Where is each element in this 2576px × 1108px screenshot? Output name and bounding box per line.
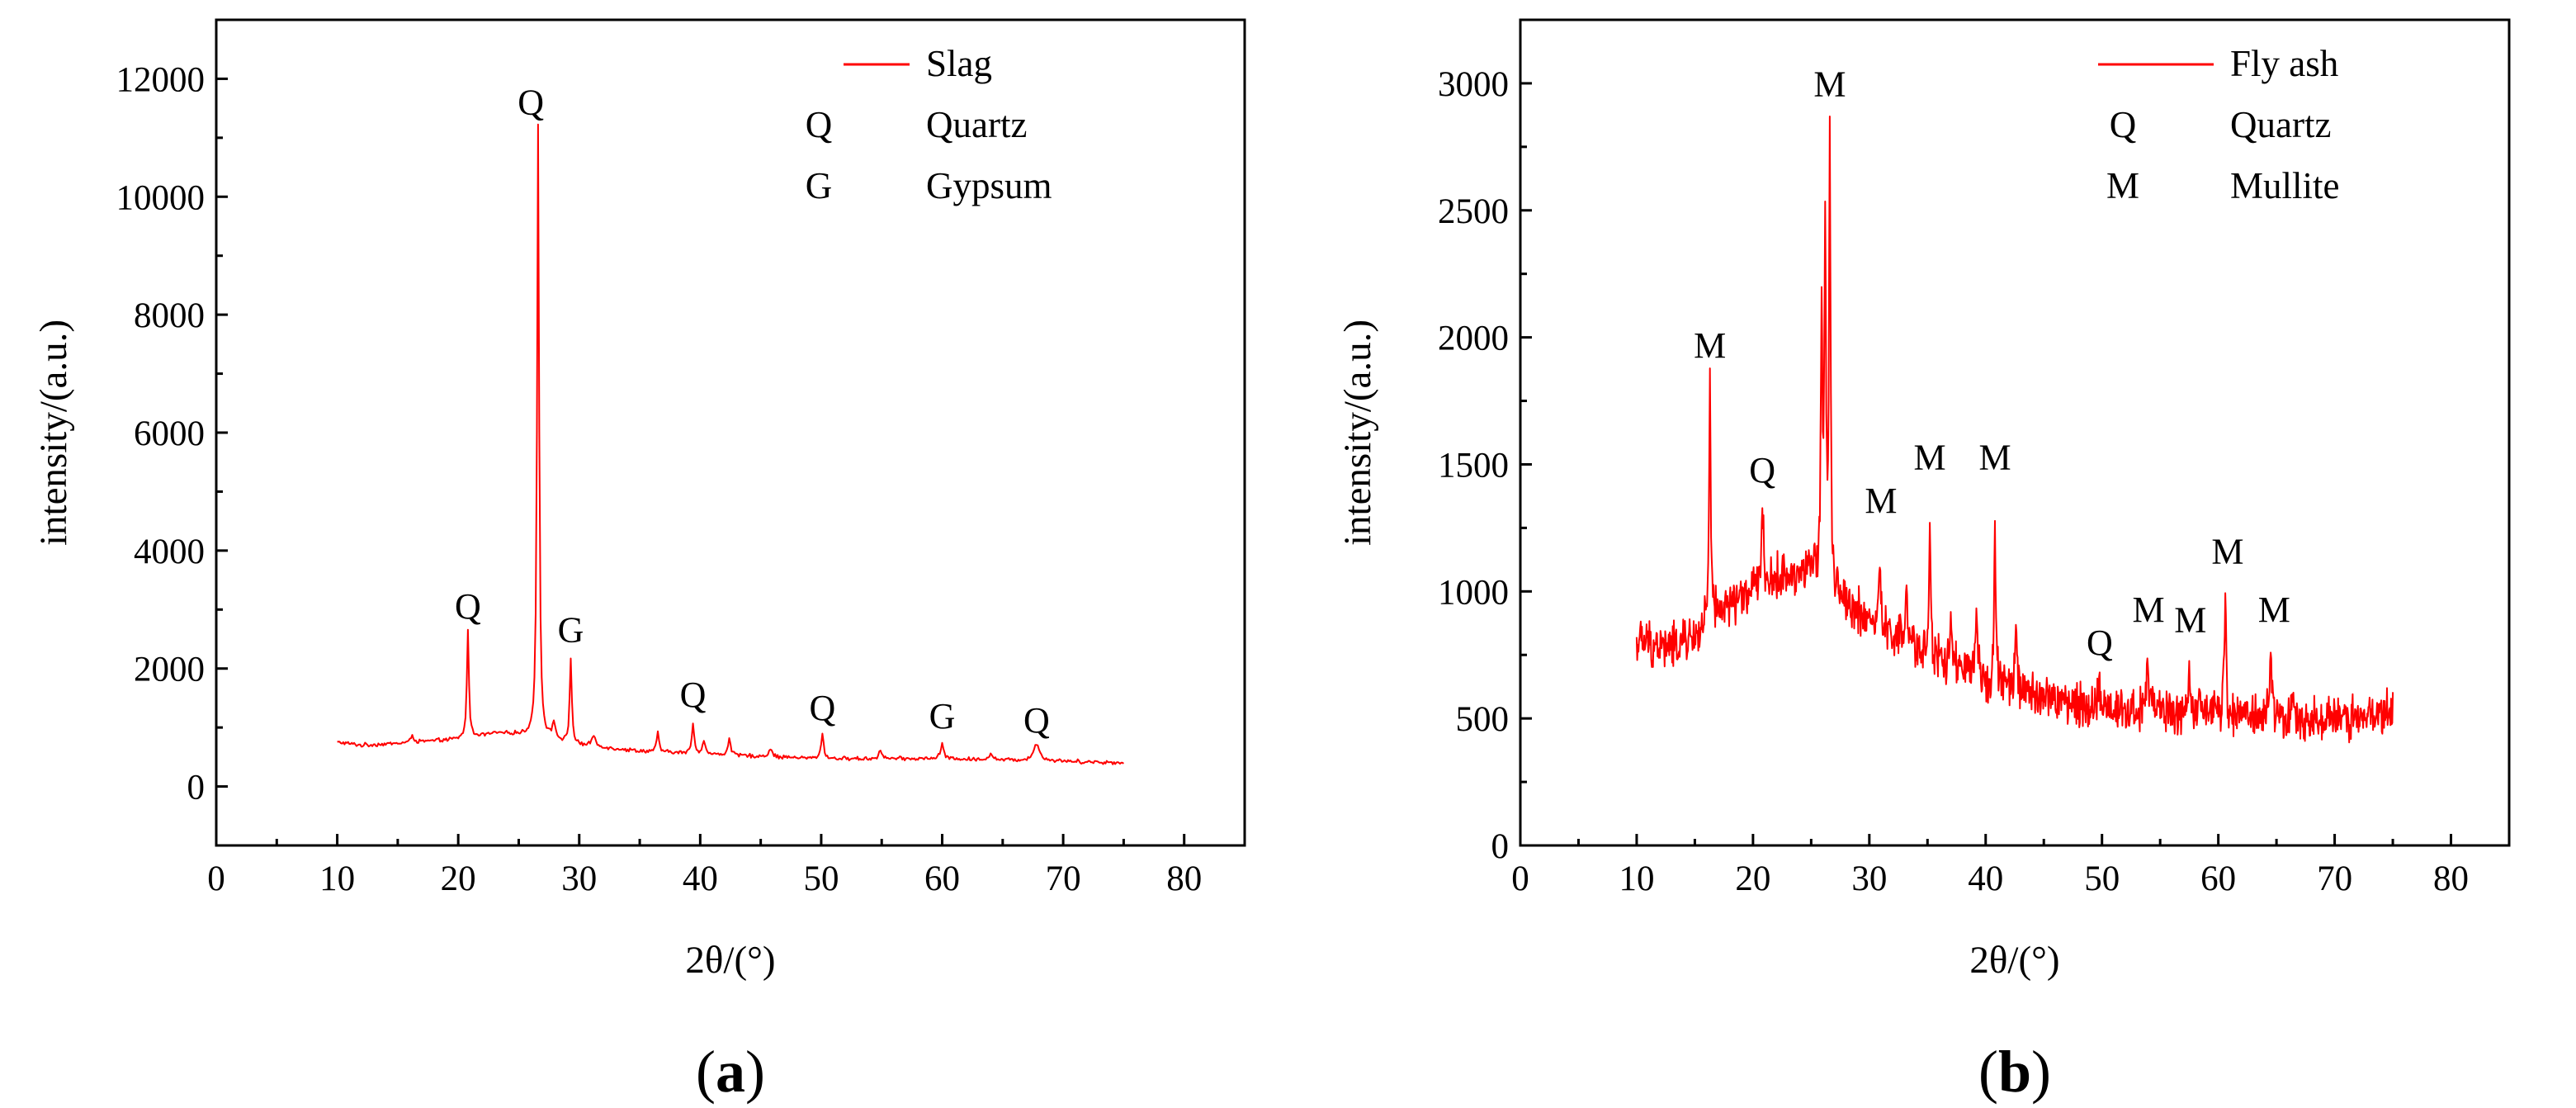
legend-b: Fly ash Q Quartz M Mullite	[2098, 43, 2340, 206]
peak-label: Q	[455, 586, 481, 627]
x-tick-label: 20	[1735, 859, 1770, 898]
peak-label: M	[1694, 325, 1726, 366]
peak-label: Q	[518, 82, 544, 122]
y-tick-label: 0	[1491, 827, 1510, 866]
peak-label: Q	[810, 688, 836, 728]
y-axis-title-b: intensity/(a.u.)	[1336, 320, 1379, 546]
series-line-slag	[337, 123, 1124, 765]
x-tick-label: 50	[2084, 859, 2120, 898]
y-tick-label: 2500	[1438, 192, 1509, 231]
series-group-a	[337, 123, 1124, 765]
y-tick-label: 2000	[1438, 320, 1509, 358]
legend-label: Slag	[926, 43, 992, 84]
peak-label: G	[558, 610, 584, 651]
series-group-b	[1635, 116, 2394, 744]
y-tick-label: 0	[187, 769, 206, 807]
x-tick-label: 80	[2433, 859, 2469, 898]
peak-label: M	[1813, 64, 1846, 104]
panel-label-b: (b)	[1978, 1039, 2051, 1105]
axis-ticks-a: 0 10 20 30 40 50 60 70 80 0 2000 4000 6000 8000 10000 1…	[116, 60, 1203, 898]
x-tick-label: 30	[1851, 859, 1887, 898]
panel-label-a: (a)	[696, 1039, 765, 1105]
peak-label: Q	[1749, 450, 1775, 490]
x-tick-label: 60	[924, 859, 960, 898]
peak-label: M	[2211, 531, 2243, 571]
plot-frame-a	[215, 18, 1246, 847]
x-tick-label: 40	[1968, 859, 2003, 898]
legend-symbol: G	[806, 165, 833, 206]
peak-label: M	[2133, 590, 2165, 630]
y-tick-label: 3000	[1438, 65, 1509, 104]
peak-label: M	[2174, 600, 2206, 641]
peak-label: M	[2258, 590, 2290, 630]
y-tick-label: 10000	[116, 178, 206, 217]
x-tick-label: 50	[803, 859, 839, 898]
peak-label: Q	[1023, 700, 1050, 741]
chart-panel-a: 0 10 20 30 40 50 60 70 80 0 2000 4000 6000 8000 10000 1…	[32, 18, 1246, 1105]
legend-label: Gypsum	[926, 165, 1052, 206]
x-tick-label: 30	[561, 859, 597, 898]
x-tick-label: 60	[2200, 859, 2236, 898]
y-tick-label: 1000	[1438, 573, 1509, 612]
legend-symbol: M	[2106, 165, 2139, 206]
series-line-fly-ash	[1635, 116, 2394, 744]
y-tick-label: 500	[1456, 700, 1510, 739]
peak-label: Q	[2087, 623, 2113, 663]
x-axis-title-b: 2θ/(°)	[1969, 939, 2059, 982]
x-tick-label: 10	[1619, 859, 1654, 898]
peak-label: M	[1978, 438, 2011, 478]
x-tick-label: 10	[319, 859, 355, 898]
legend-label: Mullite	[2230, 165, 2340, 206]
y-tick-label: 4000	[134, 533, 205, 571]
x-tick-label: 70	[1046, 859, 1081, 898]
y-tick-label: 2000	[134, 651, 205, 689]
y-axis-title-a: intensity/(a.u.)	[32, 320, 75, 546]
legend-label: Fly ash	[2230, 43, 2338, 84]
legend-symbol: Q	[2110, 104, 2137, 145]
x-tick-label: 40	[683, 859, 718, 898]
peak-label: Q	[680, 675, 707, 715]
y-tick-label: 8000	[134, 296, 205, 335]
legend-a: Slag Q Quartz G Gypsum	[806, 43, 1052, 206]
axis-ticks-b: 0 10 20 30 40 50 60 70 80 0 500 1000 1500 2000 2500 300…	[1438, 65, 2469, 898]
x-tick-label: 20	[441, 859, 476, 898]
y-tick-label: 6000	[134, 414, 205, 453]
x-axis-title-a: 2θ/(°)	[685, 939, 775, 982]
peak-label: G	[929, 696, 956, 736]
legend-symbol: Q	[806, 104, 833, 145]
y-tick-label: 12000	[116, 60, 206, 99]
plot-frame-b	[1519, 18, 2511, 847]
y-tick-label: 1500	[1438, 446, 1509, 485]
x-tick-label: 0	[207, 859, 225, 898]
x-tick-label: 70	[2317, 859, 2352, 898]
peak-label: M	[1914, 438, 1946, 478]
peak-label: M	[1865, 481, 1897, 521]
legend-label: Quartz	[2230, 104, 2331, 145]
x-tick-label: 80	[1166, 859, 1202, 898]
chart-panel-b: 0 10 20 30 40 50 60 70 80 0 500 1000 1500 2000 2500 300…	[1336, 18, 2511, 1105]
legend-label: Quartz	[926, 104, 1027, 145]
x-tick-label: 0	[1511, 859, 1529, 898]
